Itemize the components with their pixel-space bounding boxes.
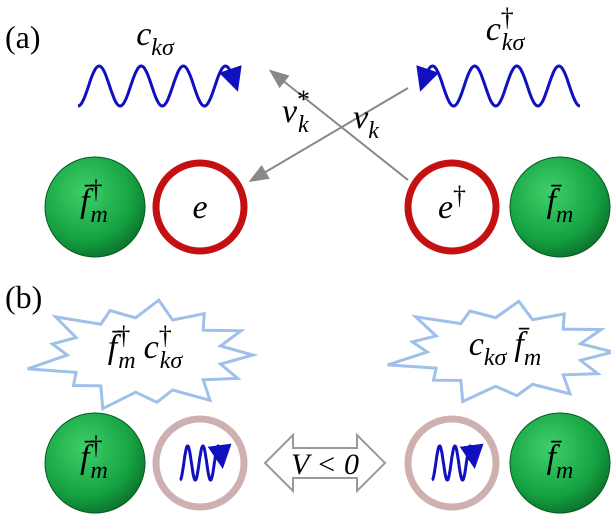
sphere (44, 156, 146, 258)
hop-arrow (248, 87, 409, 183)
symbol-sub: k (368, 118, 379, 144)
symbol-sup: † (117, 321, 130, 350)
symbol-base: v (282, 93, 298, 130)
symbol-sub: k (298, 112, 309, 138)
symbol: e (192, 189, 207, 226)
symbol-sup: † (90, 175, 103, 204)
symbol: vk​ (353, 99, 379, 144)
ring (404, 159, 500, 255)
symbol-base: v (353, 99, 369, 136)
panel-label: (a) (5, 19, 41, 55)
symbol-sub: m (556, 202, 573, 228)
symbol-sub: m (118, 348, 135, 374)
symbol-sub: m (524, 345, 541, 371)
symbol-sub: kσ (484, 345, 508, 371)
symbol-sup: † (501, 3, 514, 32)
symbol: v*k​ (282, 85, 310, 138)
symbol: f̄†m​ (80, 431, 108, 484)
symbol-sub: m (91, 202, 108, 228)
symbol: ckσ​ (136, 16, 175, 61)
symbol: f̄†m​ (80, 175, 108, 228)
sphere (509, 412, 611, 514)
symbol-sup: † (90, 431, 103, 460)
panel-label: (b) (5, 279, 42, 315)
symbol-sub: kσ (502, 30, 526, 56)
wave (179, 443, 232, 482)
symbol-sub: m (556, 458, 573, 484)
layout (27, 64, 611, 514)
sphere (509, 156, 611, 258)
symbol-base: c (469, 326, 484, 363)
symbol-sub: kσ (151, 35, 175, 61)
symbol-sub: kσ (160, 348, 184, 374)
symbol-base: e (438, 189, 453, 226)
symbol-sup: † (159, 321, 172, 350)
symbol: c†kσ​ (486, 3, 526, 56)
arrow-label: V < 0 (291, 448, 359, 481)
sphere (44, 412, 146, 514)
starburst (27, 297, 259, 411)
double-arrow (263, 432, 387, 494)
hop-arrow (268, 69, 409, 181)
starburst (387, 299, 611, 404)
symbol-base: c (144, 329, 159, 366)
symbol-base: e (192, 189, 207, 226)
symbol-sup: * (297, 85, 310, 114)
symbol-base: c (486, 11, 501, 48)
ring (152, 159, 248, 255)
symbol: e†​ (438, 181, 466, 226)
symbol-base: c (136, 16, 151, 53)
symbol-sup: † (453, 181, 466, 210)
symbol: f̄†m​c†kσ​ (108, 321, 184, 374)
wave (416, 64, 581, 108)
wave (77, 64, 242, 108)
wave (431, 443, 484, 482)
symbol-sub: m (91, 458, 108, 484)
